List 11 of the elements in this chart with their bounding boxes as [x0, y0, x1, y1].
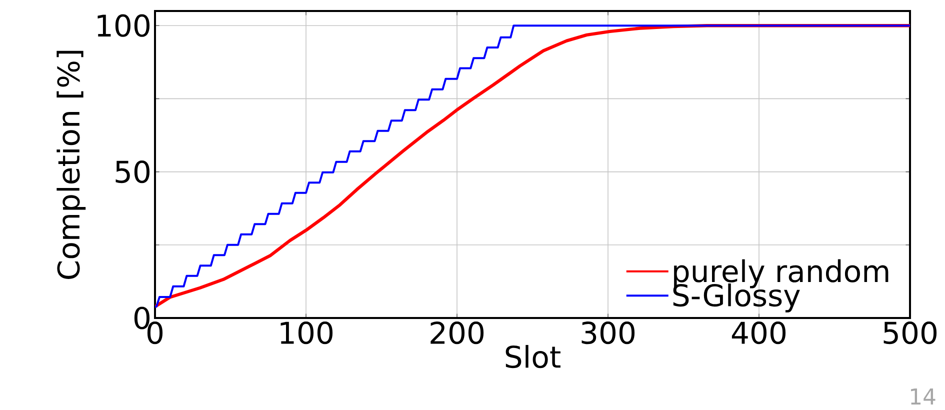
x-tick-label: 500	[884, 322, 937, 344]
x-tick-label: 400	[732, 322, 786, 344]
x-axis-title: Slot	[506, 344, 560, 368]
x-tick-label: 100	[280, 322, 333, 344]
y-tick-label: 0	[134, 306, 150, 330]
x-tick-label: 200	[430, 322, 484, 344]
x-tick-label: 300	[582, 322, 635, 344]
y-axis-title: Completion [%]	[56, 50, 86, 280]
y-tick-label: 100	[98, 14, 150, 37]
y-tick-label: 50	[116, 160, 150, 184]
text: 14	[911, 388, 936, 404]
